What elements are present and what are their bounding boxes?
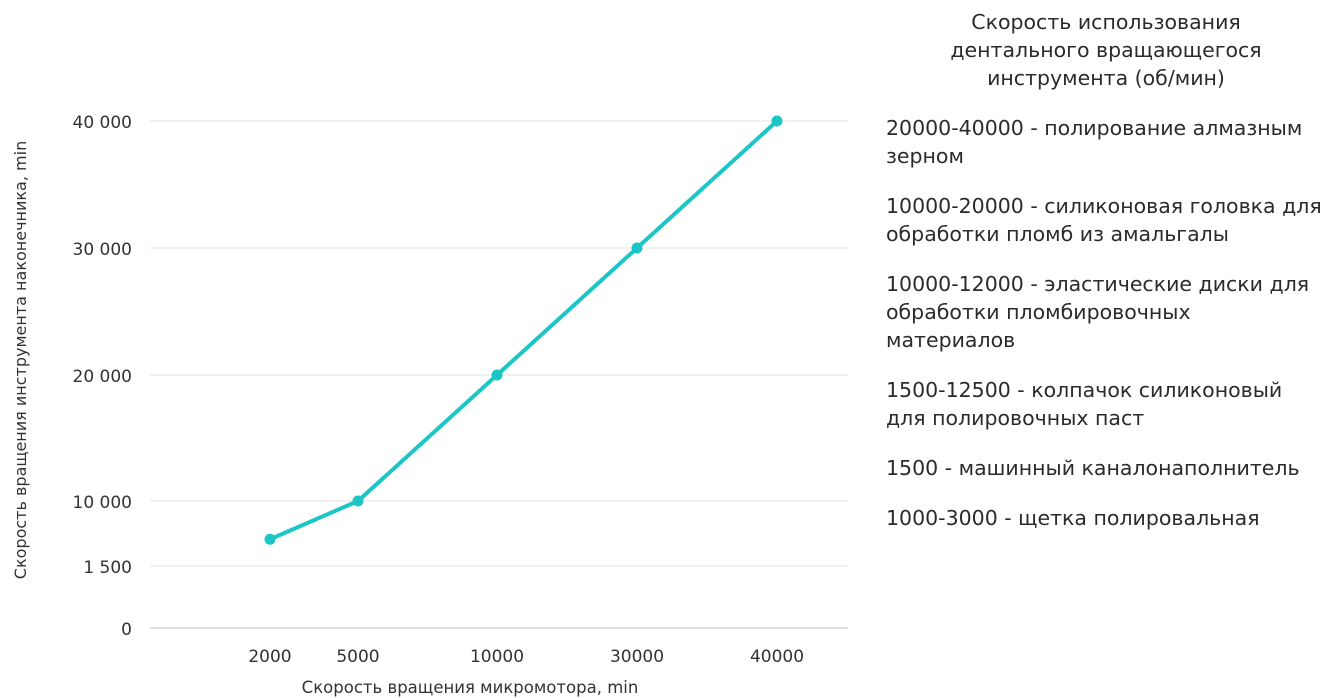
x-axis-title: Скорость вращения микромотора, min <box>302 678 639 697</box>
legend-title: Скорость использования дентального враща… <box>950 10 1262 90</box>
y-tick-label: 10 000 <box>73 493 132 513</box>
legend-item: 20000-40000 - полирование алмазным зерно… <box>886 116 1303 168</box>
data-point <box>264 533 276 545</box>
data-point <box>771 115 783 127</box>
x-tick-label: 5000 <box>336 647 379 667</box>
y-tick-label: 1 500 <box>83 558 132 578</box>
x-tick-label: 40000 <box>750 647 804 667</box>
data-point <box>491 369 503 381</box>
legend-list: 20000-40000 - полирование алмазным зерно… <box>886 114 1326 532</box>
x-tick-label: 10000 <box>470 647 524 667</box>
y-tick-label: 0 <box>121 620 132 640</box>
legend-panel: Скорость использования дентального враща… <box>886 8 1326 554</box>
legend-item: 10000-20000 - силиконовая головка для об… <box>886 194 1322 246</box>
line-chart: 0 1 500 10 000 20 000 30 000 40 000 2000 5000 10… <box>11 113 848 697</box>
series-line <box>268 119 779 542</box>
x-tick-label: 2000 <box>248 647 291 667</box>
x-tick-label: 30000 <box>610 647 664 667</box>
legend-item: 1500-12500 - колпачок силиконовый для по… <box>886 378 1283 430</box>
y-tick-label: 30 000 <box>73 240 132 260</box>
legend-item: 1500 - машинный каналонаполнитель <box>886 456 1300 480</box>
legend-item: 10000-12000 - эластические диски для обр… <box>886 272 1310 352</box>
y-tick-label: 20 000 <box>73 367 132 387</box>
y-tick-label: 40 000 <box>73 113 132 133</box>
data-point <box>631 242 643 254</box>
data-point <box>352 495 364 507</box>
legend-item: 1000-3000 - щетка полировальная <box>886 506 1260 530</box>
y-axis-title: Скорость вращения инструмента наконечник… <box>11 141 30 579</box>
